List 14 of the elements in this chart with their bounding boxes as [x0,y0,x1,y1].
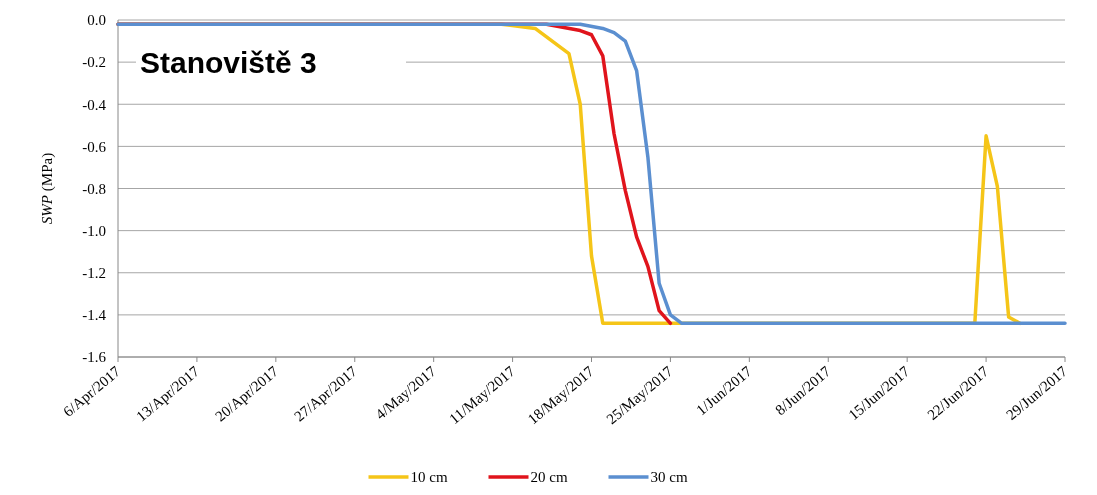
y-tick-label: -1.4 [82,307,107,324]
y-tick-label: -1.0 [82,222,106,239]
y-tick-label: -0.6 [82,138,107,155]
legend-label: 30 cm [650,469,688,486]
text: Stanoviště 3 [140,45,317,79]
y-tick-label: -0.4 [82,96,107,113]
y-tick-label: -1.6 [82,349,107,366]
legend-label: 10 cm [410,469,448,486]
y-tick-label: -0.8 [82,180,106,197]
y-tick-label: -1.2 [82,265,106,281]
y-tick-label: -0.2 [82,54,106,71]
legend-label: 20 cm [530,469,568,486]
y-axis-title: SWP (MPa) [39,152,56,225]
y-tick-label: 0.0 [87,12,106,29]
